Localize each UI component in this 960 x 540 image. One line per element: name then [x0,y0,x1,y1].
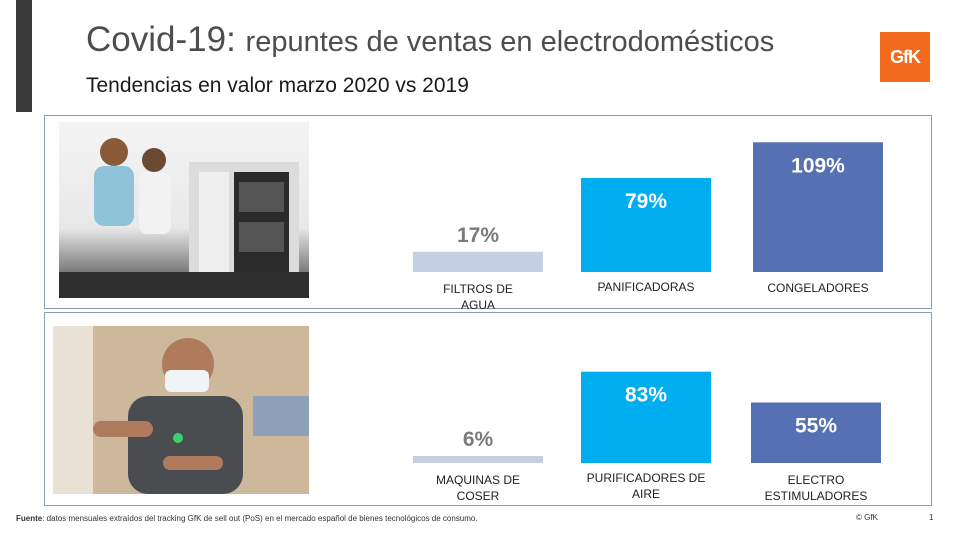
source-text: : datos mensuales extraídos del tracking… [42,514,478,523]
chart-top: 17% FILTROS DE AGUA 79% PANIFICADORAS 109% CON… [413,142,883,312]
copyright: © GfK [856,513,878,522]
title-rest: repuntes de ventas en electrodomésticos [245,26,775,58]
bar-electro-estimuladores [751,402,881,463]
source-label: Fuente [16,514,43,523]
title-main: Covid-19: [86,20,236,59]
page-number: 1 [929,513,934,522]
logo-text: GfK [890,46,921,67]
category-label-filtros-de-agua: FILTROS DE AGUA [443,282,513,312]
photo-couple-kitchen [59,122,309,298]
chart-bottom: 6% MAQUINAS DE COSER 83% PURIFICADORES DE AIR… [413,371,881,503]
category-label-maquinas-de-coser: MAQUINAS DE COSER [436,473,520,503]
value-label-maquinas-de-coser: 6% [463,428,494,451]
bar-filtros-de-agua [413,251,543,272]
value-label-electro-estimuladores: 55% [795,415,837,438]
source-note: Fuente: datos mensuales extraídos del tr… [16,514,478,523]
gfk-logo: GfK [880,32,930,82]
bar-purificadores-de-aire [581,371,711,463]
bar-maquinas-de-coser [413,456,543,463]
bar-congeladores [753,142,883,272]
page-subtitle: Tendencias en valor marzo 2020 vs 2019 [86,74,469,97]
bar-panificadoras [581,177,711,272]
category-label-panificadoras: PANIFICADORAS [597,280,694,294]
category-label-purificadores-de-aire: PURIFICADORES DE AIRE [587,471,706,501]
value-label-filtros-de-agua: 17% [457,224,499,247]
value-label-purificadores-de-aire: 83% [625,384,667,407]
category-label-electro-estimuladores: ELECTRO ESTIMULADORES [765,473,868,503]
accent-bar [16,0,32,112]
photo-man-mask [53,326,309,494]
value-label-congeladores: 109% [791,154,845,177]
category-label-congeladores: CONGELADORES [767,281,868,295]
page-title: Covid-19: repuntes de ventas en electrod… [86,20,774,60]
value-label-panificadoras: 79% [625,190,667,213]
